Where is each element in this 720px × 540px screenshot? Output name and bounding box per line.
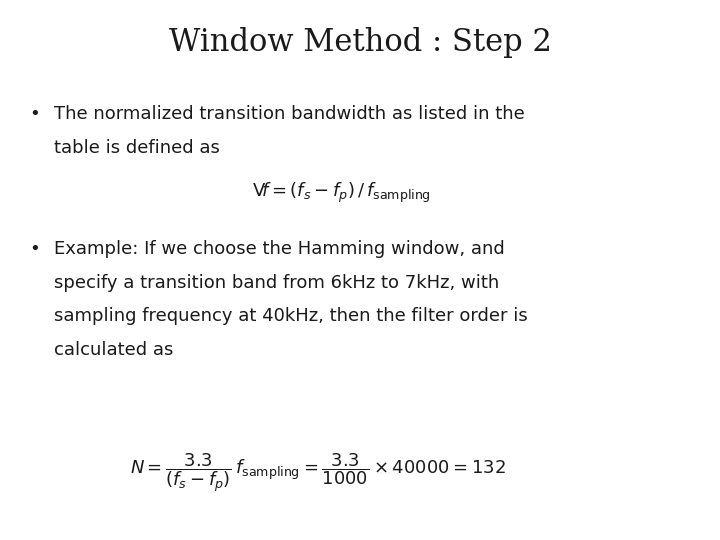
Text: table is defined as: table is defined as [54,139,220,157]
Text: sampling frequency at 40kHz, then the filter order is: sampling frequency at 40kHz, then the fi… [54,307,528,325]
Text: $N = \dfrac{3.3}{(f_s - f_p)}\,f_{\mathrm{sampling}} = \dfrac{3.3}{1000} \times : $N = \dfrac{3.3}{(f_s - f_p)}\,f_{\mathr… [130,451,505,494]
Text: Window Method : Step 2: Window Method : Step 2 [168,27,552,58]
Text: specify a transition band from 6kHz to 7kHz, with: specify a transition band from 6kHz to 7… [54,274,499,292]
Text: •: • [29,240,40,258]
Text: •: • [29,105,40,123]
Text: The normalized transition bandwidth as listed in the: The normalized transition bandwidth as l… [54,105,525,123]
Text: $\mathrm{V}\!f = (f_s - f_p)\,/\, f_{\mathrm{sampling}}$: $\mathrm{V}\!f = (f_s - f_p)\,/\, f_{\ma… [252,181,431,205]
Text: Example: If we choose the Hamming window, and: Example: If we choose the Hamming window… [54,240,505,258]
Text: calculated as: calculated as [54,341,174,359]
